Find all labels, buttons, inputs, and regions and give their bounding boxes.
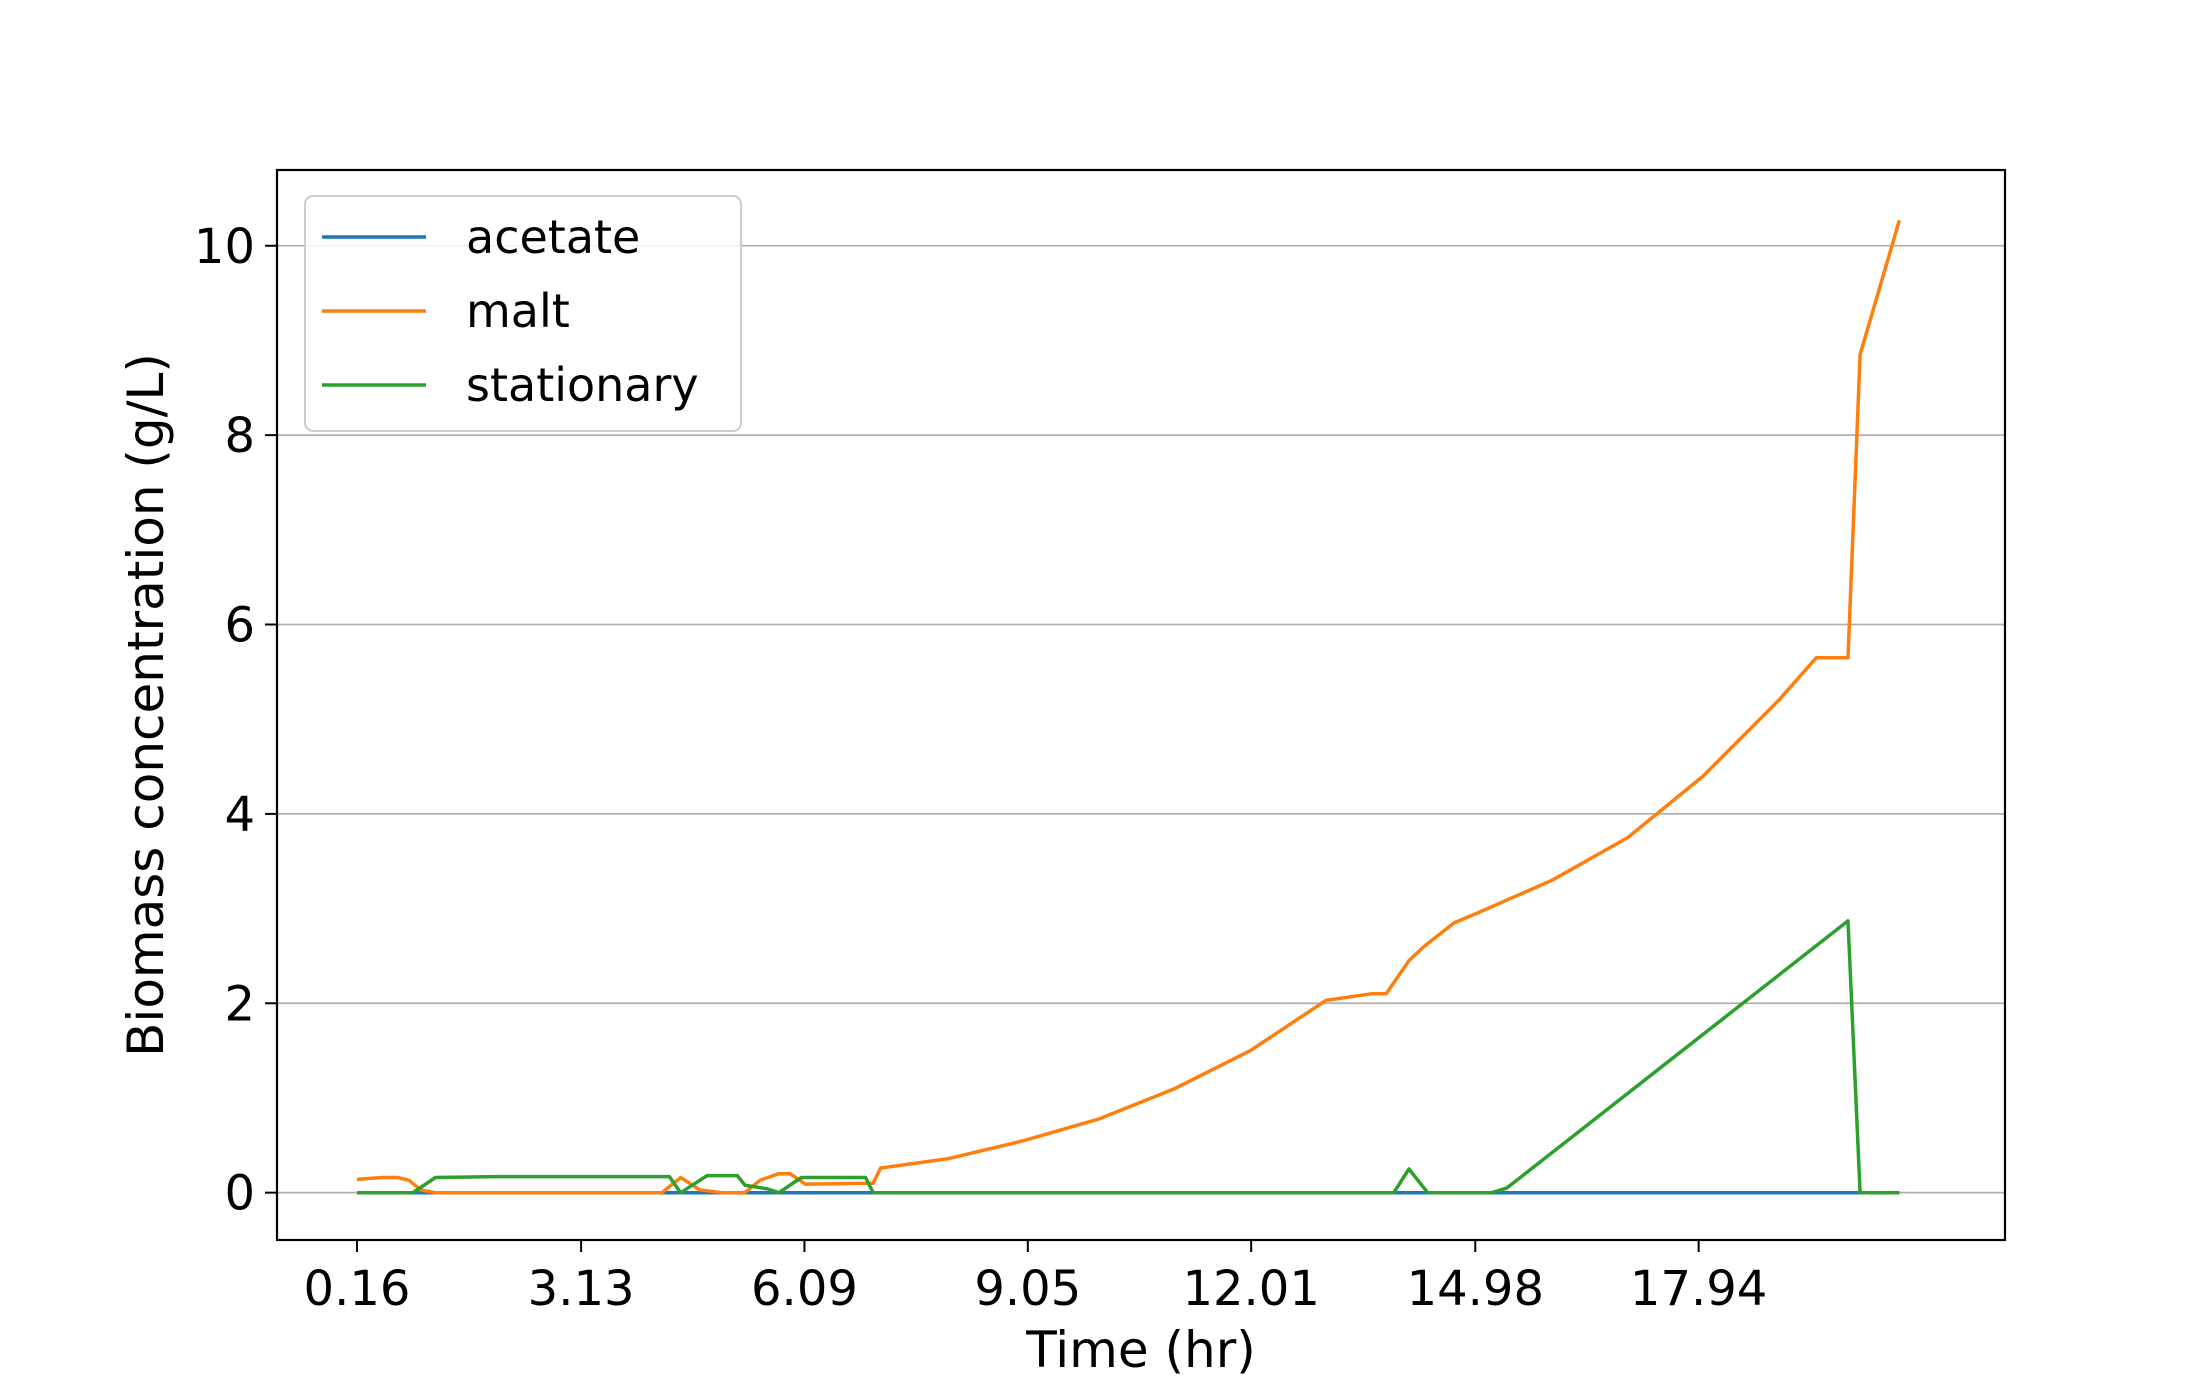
y-tick-label: 10 <box>194 219 255 275</box>
legend-label-stationary: stationary <box>466 358 699 412</box>
x-axis: 0.16 3.13 6.09 9.05 12.01 14.98 17.94 <box>304 1240 1767 1317</box>
x-tick-label: 12.01 <box>1182 1261 1319 1317</box>
x-tick-label: 3.13 <box>528 1261 635 1317</box>
x-tick-label: 6.09 <box>751 1261 858 1317</box>
series-line-malt <box>356 219 1902 1195</box>
legend-box <box>304 195 742 432</box>
x-axis-label: Time (hr) <box>1025 1321 1256 1379</box>
series-line-stationary <box>357 919 1900 1195</box>
x-tick-label: 0.16 <box>304 1261 411 1317</box>
x-tick-label: 17.94 <box>1630 1261 1767 1317</box>
y-tick-label: 8 <box>224 408 255 464</box>
y-tick-label: 2 <box>224 976 255 1032</box>
y-axis: 0 2 4 6 8 10 <box>194 219 277 1222</box>
y-tick-label: 6 <box>224 598 255 654</box>
y-tick-label: 0 <box>224 1166 255 1222</box>
legend: acetate malt stationary <box>304 195 742 432</box>
x-tick-label: 14.98 <box>1407 1261 1544 1317</box>
legend-label-malt: malt <box>466 284 570 338</box>
series-lines <box>356 219 1902 1195</box>
plot-frame <box>275 168 2007 1242</box>
x-tick-label: 9.05 <box>974 1261 1081 1317</box>
y-axis-label: Biomass concentration (g/L) <box>117 353 175 1057</box>
y-tick-label: 4 <box>224 787 255 843</box>
legend-label-acetate: acetate <box>466 210 640 264</box>
